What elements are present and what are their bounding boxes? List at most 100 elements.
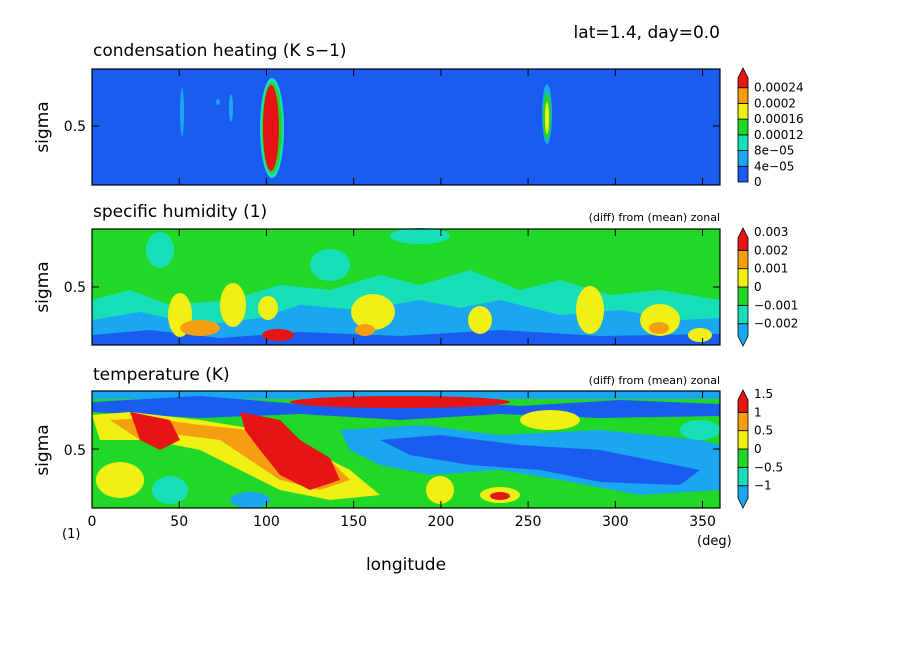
colorbar-swatch: [737, 165, 749, 183]
heatmap-field: [92, 391, 720, 508]
panel-title: temperature (K): [93, 365, 230, 385]
colorbar-swatch: [737, 150, 749, 167]
colorbar-label: −0.002: [754, 317, 798, 331]
heatmap-field: [92, 228, 720, 345]
temperature-contour: [96, 462, 144, 498]
colorbar-specific-humidity: −0.002 −0.001 0 0.001 0.002 0.003: [737, 225, 798, 347]
colorbar-label: 1.5: [754, 387, 773, 401]
panel-temperature: temperature (K) (diff) from (mean) zonal: [33, 365, 732, 575]
colorbar-swatch: [737, 485, 749, 509]
humidity-contour: [649, 322, 669, 334]
x-tick-label: 350: [689, 514, 716, 530]
x-tick-label: 250: [515, 514, 542, 530]
y-tick-label: 0.5: [64, 119, 86, 135]
colorbar-label: 0.00012: [754, 128, 804, 142]
humidity-contour: [468, 306, 492, 334]
heatmap-field: [180, 78, 552, 178]
x-tick-label: 50: [170, 514, 188, 530]
colorbar-label: 0: [754, 280, 762, 294]
colorbar-label: 8e−05: [754, 144, 794, 158]
temperature-contour: [380, 435, 700, 485]
colorbar-swatch: [737, 323, 749, 347]
temperature-contour: [426, 476, 454, 504]
panel-title: condensation heating (K s−1): [93, 41, 347, 61]
humidity-contour: [576, 286, 604, 334]
x-unit-label: (deg): [697, 534, 732, 549]
plot-frame: [91, 68, 721, 186]
humidity-contour: [258, 296, 278, 320]
colorbar-label: 4e−05: [754, 159, 794, 173]
colorbar-swatch: [737, 268, 749, 288]
y-axis-label: sigma: [33, 261, 53, 312]
colorbar-label: 0: [754, 442, 762, 456]
temperature-contour: [490, 492, 510, 500]
temperature-contour: [92, 391, 720, 399]
y-tick-label: 0.5: [64, 280, 86, 296]
colorbar-swatch: [737, 103, 749, 120]
colorbar-swatch: [737, 249, 749, 270]
panel-condensation-heating: condensation heating (K s−1) 0.5 sigma: [33, 41, 721, 186]
humidity-contour: [92, 330, 720, 345]
heating-core: [545, 102, 549, 134]
temperature-contour: [240, 412, 340, 490]
colorbar-swatch: [737, 134, 749, 151]
humidity-contour: [390, 228, 450, 244]
heatmap-background: [92, 69, 720, 185]
temperature-contour: [130, 412, 180, 450]
colorbar-label: 0.5: [754, 424, 773, 438]
x-tick-label: 150: [340, 514, 367, 530]
y-axis-label: sigma: [33, 424, 53, 475]
humidity-contour: [146, 232, 174, 268]
corner-unit-label: (1): [62, 527, 80, 542]
humidity-contour: [262, 329, 294, 341]
colorbar-temperature: −1 −0.5 0 0.5 1 1.5: [737, 387, 783, 509]
x-ticks: [91, 391, 704, 508]
temperature-contour: [152, 476, 188, 504]
x-tick-label: 100: [253, 514, 280, 530]
colorbar-swatch: [737, 227, 749, 251]
temperature-contour: [680, 420, 720, 440]
x-tick-label: 300: [602, 514, 629, 530]
humidity-contour: [92, 300, 720, 345]
x-ticks: [91, 229, 704, 345]
temperature-contour: [290, 396, 510, 408]
colorbar-label: 1: [754, 405, 762, 419]
y-tick-label: 0.5: [64, 443, 86, 459]
temperature-contour: [520, 410, 580, 430]
x-tick-label: 0: [88, 514, 97, 530]
humidity-contour: [180, 320, 220, 336]
heating-contour: [216, 99, 220, 105]
colorbar-swatch: [737, 67, 749, 89]
humidity-contour: [688, 328, 712, 342]
colorbar-label: 0.00024: [754, 81, 804, 95]
y-axis-label: sigma: [33, 101, 53, 152]
colorbar-label: −0.5: [754, 460, 783, 474]
colorbar-label: −0.001: [754, 298, 798, 312]
x-axis-label: longitude: [366, 555, 446, 575]
heating-contour: [229, 94, 233, 122]
colorbar-label: −1: [754, 479, 772, 493]
colorbar-label: 0.003: [754, 225, 788, 239]
x-tick-labels: 0 50 100 150 200 250 300 350: [88, 514, 716, 530]
heating-contour: [180, 88, 184, 136]
humidity-contour: [355, 324, 375, 336]
colorbar-label: 0.00016: [754, 112, 804, 126]
panel-subtitle: (diff) from (mean) zonal: [589, 211, 720, 224]
colorbar-swatch: [737, 286, 749, 306]
x-tick-label: 200: [428, 514, 455, 530]
colorbar-swatch: [737, 411, 749, 432]
lat-day-label: lat=1.4, day=0.0: [574, 23, 720, 43]
humidity-contour: [310, 249, 350, 281]
colorbar-swatch: [737, 87, 749, 104]
colorbar-swatch: [737, 466, 749, 487]
colorbar-label: 0.0002: [754, 96, 796, 110]
colorbar-swatch: [737, 389, 749, 413]
colorbar-swatch: [737, 448, 749, 468]
colorbar-swatch: [737, 304, 749, 325]
heating-core: [263, 85, 279, 171]
colorbar-label: 0.001: [754, 262, 788, 276]
humidity-contour: [351, 294, 395, 330]
temperature-contour: [230, 492, 270, 508]
colorbar-swatch: [737, 118, 749, 136]
